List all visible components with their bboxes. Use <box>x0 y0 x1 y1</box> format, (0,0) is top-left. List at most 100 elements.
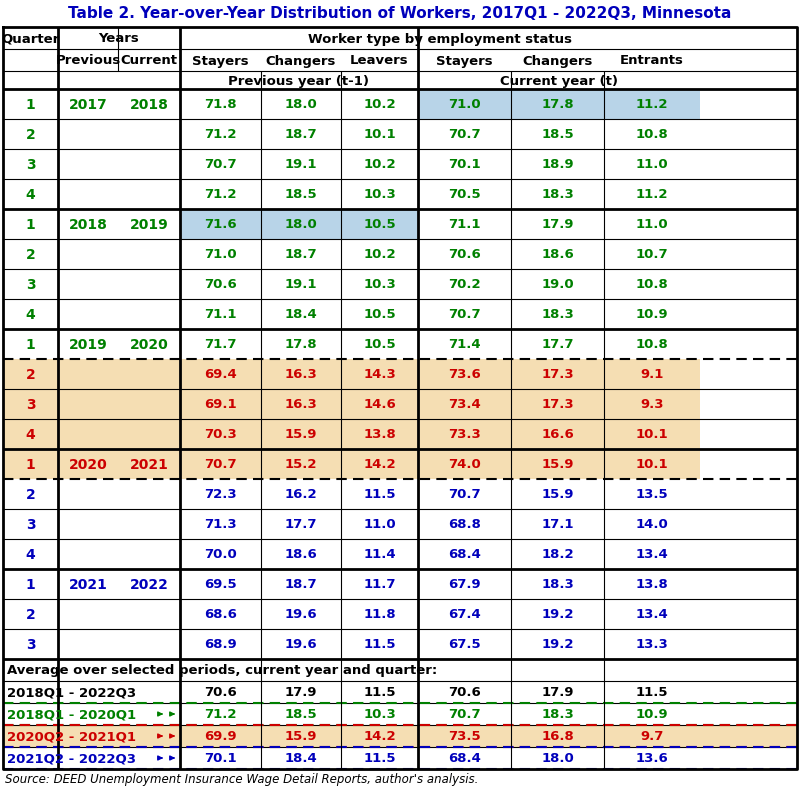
Text: 11.7: 11.7 <box>363 577 396 590</box>
Text: 18.9: 18.9 <box>541 158 574 171</box>
Text: 17.3: 17.3 <box>541 368 574 381</box>
Text: 11.2: 11.2 <box>636 98 668 111</box>
Text: 70.6: 70.6 <box>204 278 237 291</box>
Text: 69.1: 69.1 <box>204 398 237 411</box>
Text: 71.2: 71.2 <box>204 708 237 721</box>
Text: 71.2: 71.2 <box>204 188 237 201</box>
Text: 73.5: 73.5 <box>448 730 481 743</box>
Bar <box>3 747 797 769</box>
Text: 18.0: 18.0 <box>285 98 318 111</box>
Text: 14.6: 14.6 <box>363 398 396 411</box>
Text: 2: 2 <box>26 128 35 142</box>
Text: 14.3: 14.3 <box>363 368 396 381</box>
Bar <box>3 90 180 120</box>
Text: 17.8: 17.8 <box>285 338 318 351</box>
Text: 69.9: 69.9 <box>204 730 237 743</box>
Text: 3: 3 <box>26 277 35 292</box>
Text: 17.9: 17.9 <box>285 685 318 698</box>
Text: 2021: 2021 <box>69 577 107 591</box>
Text: 2018Q1 - 2020Q1: 2018Q1 - 2020Q1 <box>7 708 136 721</box>
Text: 1: 1 <box>26 577 35 591</box>
Text: 17.1: 17.1 <box>542 518 574 531</box>
Text: 4: 4 <box>26 307 35 322</box>
Text: Average over selected periods, current year and quarter:: Average over selected periods, current y… <box>7 663 438 676</box>
Text: 18.5: 18.5 <box>285 708 318 721</box>
Text: 70.2: 70.2 <box>448 278 481 291</box>
Bar <box>3 28 797 50</box>
Bar <box>418 419 700 449</box>
Text: 17.7: 17.7 <box>285 518 318 531</box>
Bar <box>180 120 418 150</box>
Text: 10.5: 10.5 <box>363 218 396 231</box>
Text: 18.3: 18.3 <box>541 708 574 721</box>
Text: 10.1: 10.1 <box>636 458 668 471</box>
Text: 16.3: 16.3 <box>285 368 318 381</box>
Text: 10.3: 10.3 <box>363 188 396 201</box>
Bar <box>418 150 700 180</box>
Text: Quarter: Quarter <box>2 32 60 45</box>
Bar <box>180 210 418 240</box>
Bar <box>418 180 700 210</box>
Text: 2018Q1 - 2022Q3: 2018Q1 - 2022Q3 <box>7 685 136 698</box>
Text: 10.8: 10.8 <box>636 278 668 291</box>
Text: 10.1: 10.1 <box>636 428 668 441</box>
Text: 13.4: 13.4 <box>636 607 668 620</box>
Text: 18.5: 18.5 <box>285 188 318 201</box>
Text: 17.8: 17.8 <box>541 98 574 111</box>
Text: 10.5: 10.5 <box>363 338 396 351</box>
Text: 73.4: 73.4 <box>448 398 481 411</box>
Text: 68.8: 68.8 <box>448 518 481 531</box>
Bar <box>418 569 700 599</box>
Text: 2020Q2 - 2021Q1: 2020Q2 - 2021Q1 <box>7 730 136 743</box>
Text: Worker type by employment status: Worker type by employment status <box>308 32 572 45</box>
Text: 19.1: 19.1 <box>285 278 318 291</box>
Text: 3: 3 <box>26 517 35 531</box>
Text: Changers: Changers <box>266 54 336 67</box>
Text: Current year (t): Current year (t) <box>500 75 618 88</box>
Text: 9.3: 9.3 <box>640 398 664 411</box>
Text: 70.6: 70.6 <box>204 685 237 698</box>
Text: 10.8: 10.8 <box>636 128 668 141</box>
Bar <box>3 72 797 90</box>
Text: 13.3: 13.3 <box>636 637 668 650</box>
Bar <box>3 329 180 359</box>
Text: 4: 4 <box>26 188 35 202</box>
Bar <box>3 569 180 599</box>
Text: 10.1: 10.1 <box>363 128 396 141</box>
Text: 11.5: 11.5 <box>363 685 396 698</box>
Bar <box>180 539 418 569</box>
Text: 18.3: 18.3 <box>541 308 574 321</box>
Text: 2021: 2021 <box>130 457 169 471</box>
Text: 11.4: 11.4 <box>363 547 396 561</box>
Text: 18.4: 18.4 <box>285 308 318 321</box>
Bar <box>3 509 180 539</box>
Bar <box>418 449 700 479</box>
Text: 71.1: 71.1 <box>204 308 237 321</box>
Text: 71.3: 71.3 <box>204 518 237 531</box>
Text: 11.2: 11.2 <box>636 188 668 201</box>
Bar <box>180 180 418 210</box>
Text: Current: Current <box>121 54 178 67</box>
Text: 18.7: 18.7 <box>285 128 318 141</box>
Text: Table 2. Year-over-Year Distribution of Workers, 2017Q1 - 2022Q3, Minnesota: Table 2. Year-over-Year Distribution of … <box>68 6 732 21</box>
Text: 16.2: 16.2 <box>285 488 318 501</box>
Text: 70.7: 70.7 <box>448 128 481 141</box>
Bar <box>180 240 418 270</box>
Text: 17.9: 17.9 <box>542 218 574 231</box>
Text: 15.9: 15.9 <box>285 730 318 743</box>
Bar <box>180 150 418 180</box>
Text: 2020: 2020 <box>130 337 168 351</box>
Bar <box>3 359 180 389</box>
Text: 11.0: 11.0 <box>636 218 668 231</box>
Bar <box>3 703 797 725</box>
Bar <box>3 449 180 479</box>
Text: 14.2: 14.2 <box>363 458 396 471</box>
Bar <box>418 240 700 270</box>
Text: 72.3: 72.3 <box>204 488 237 501</box>
Text: 70.7: 70.7 <box>448 488 481 501</box>
Text: 70.0: 70.0 <box>204 547 237 561</box>
Text: 18.7: 18.7 <box>285 248 318 261</box>
Text: 2018: 2018 <box>69 217 107 232</box>
Text: 13.4: 13.4 <box>636 547 668 561</box>
Text: 2: 2 <box>26 367 35 381</box>
